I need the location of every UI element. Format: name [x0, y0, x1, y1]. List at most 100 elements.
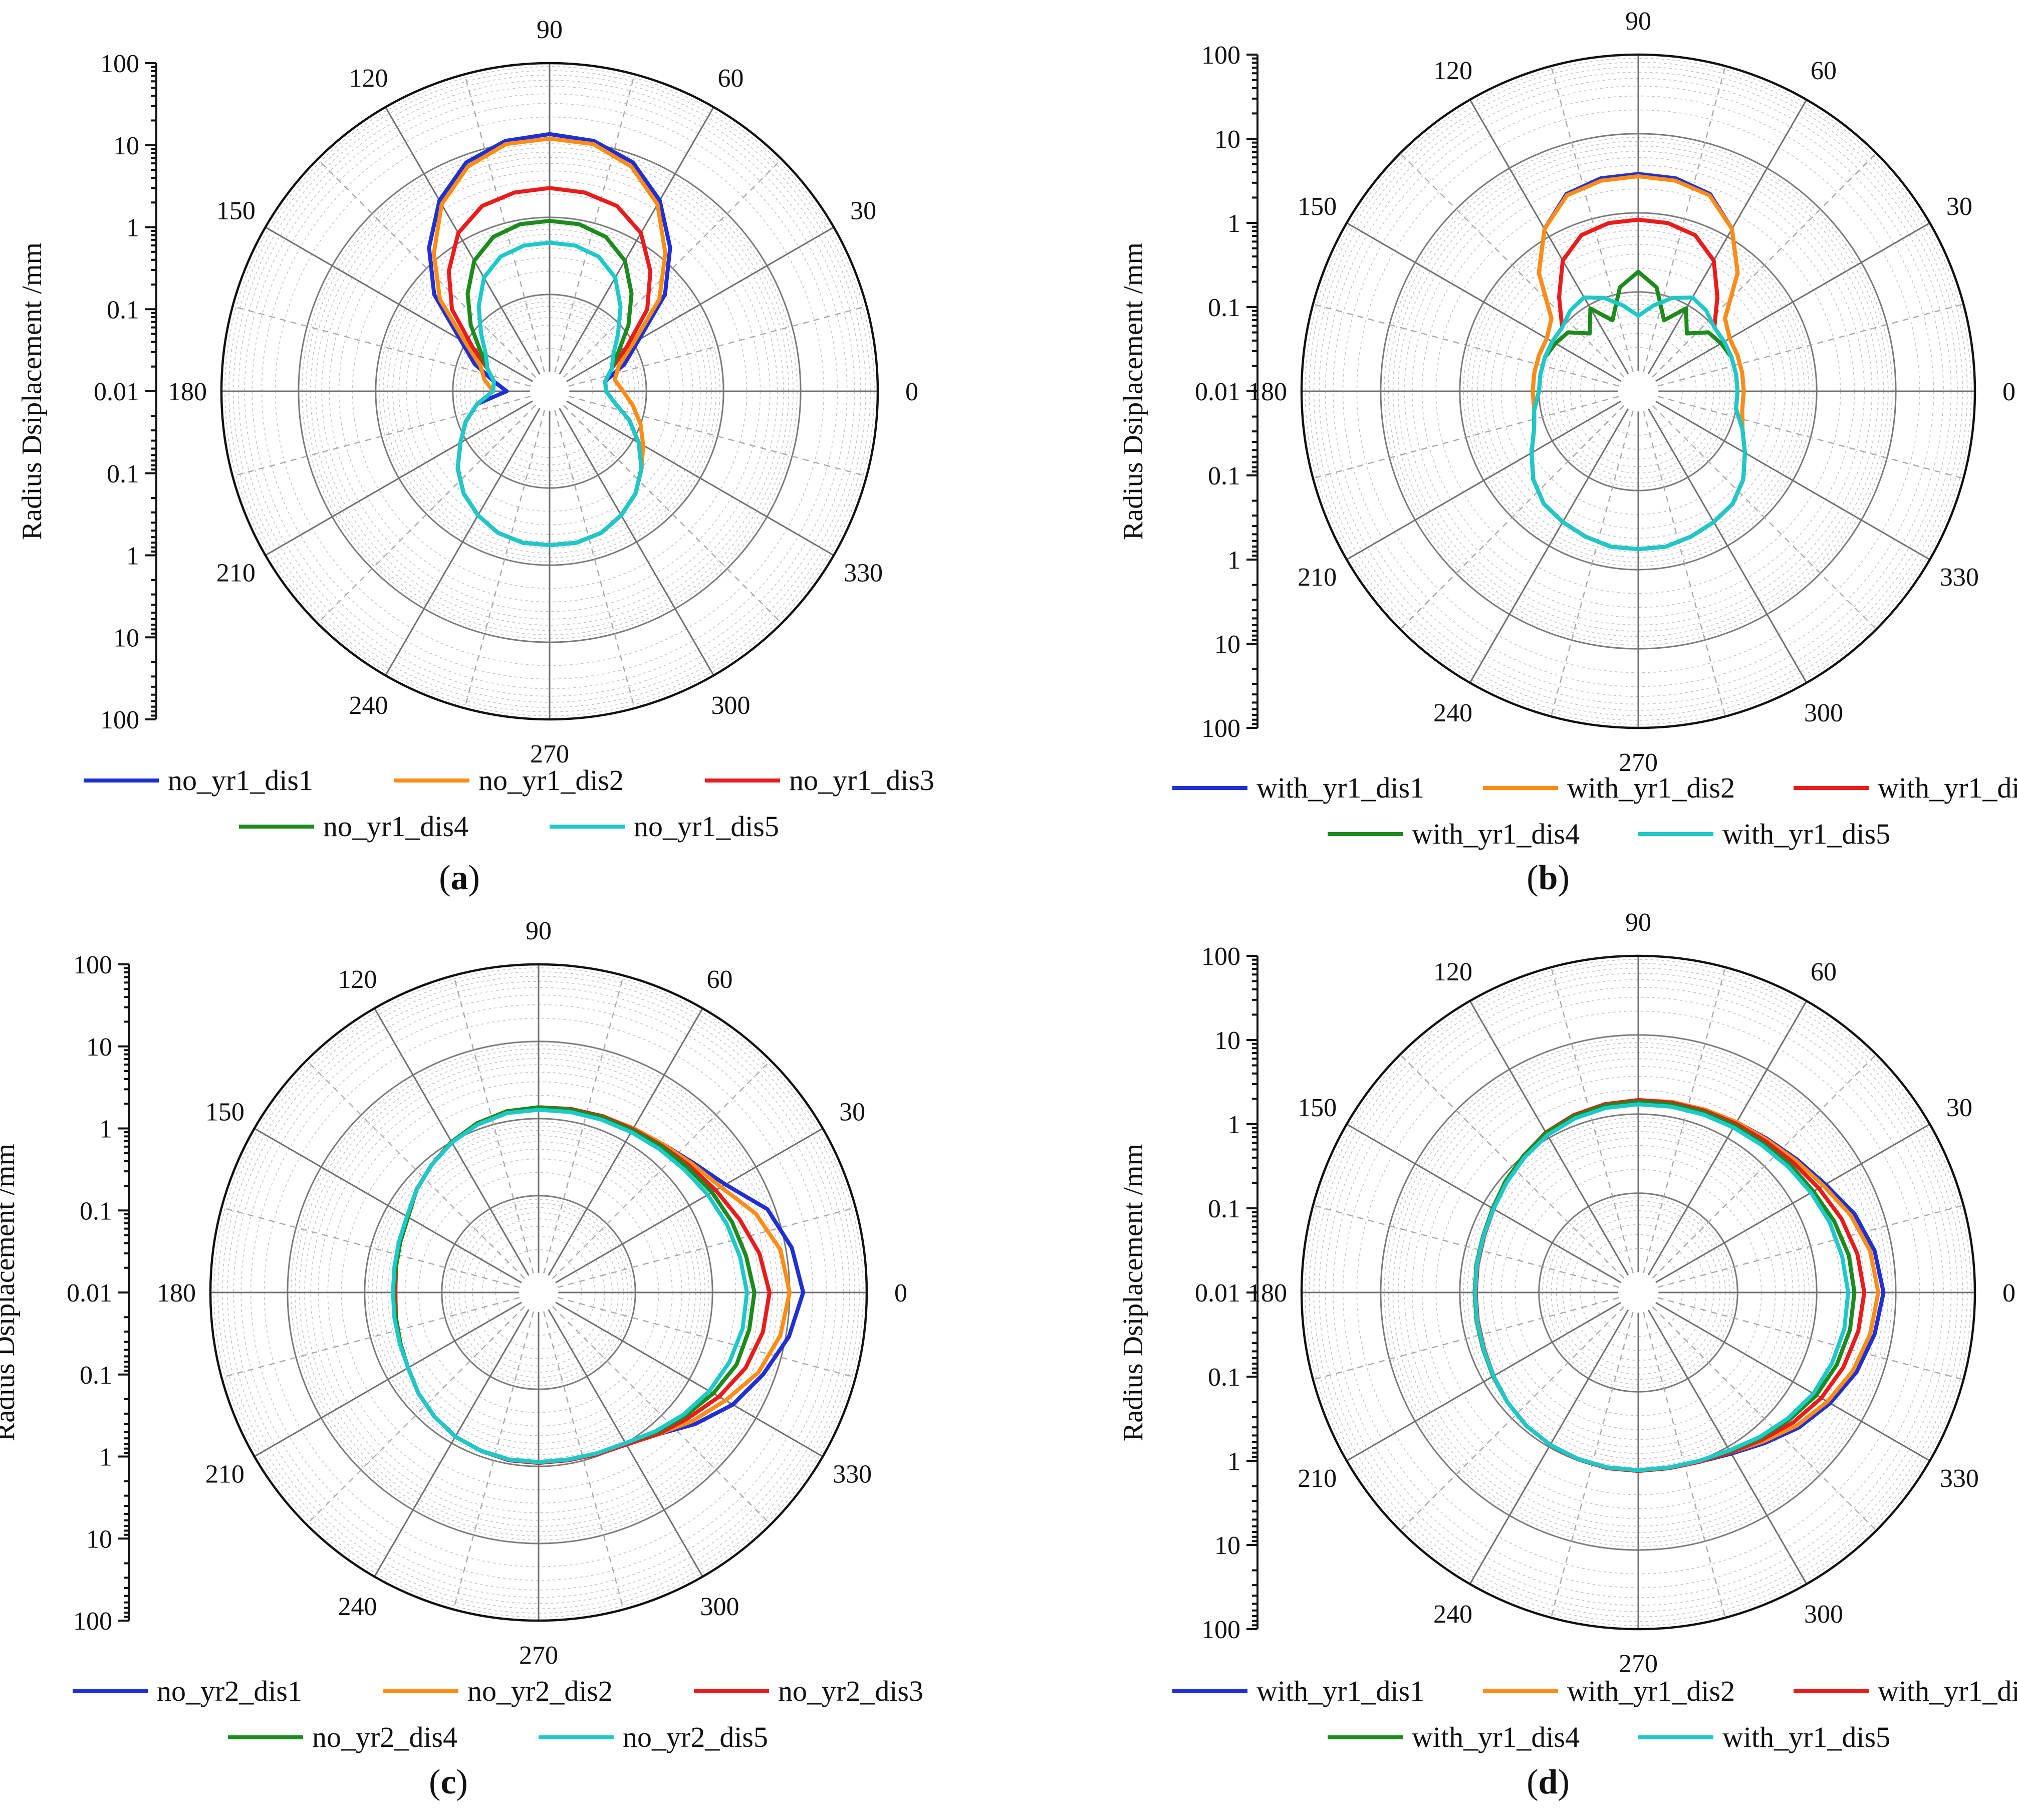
angular-minor-gridline: [306, 1306, 526, 1525]
angle-tick-label: 240: [1433, 1600, 1472, 1629]
legend-label: with_yr1_dis1: [1256, 771, 1424, 804]
angular-gridline: [374, 1309, 530, 1577]
radial-tick-label: 0.1: [107, 296, 139, 324]
angle-tick-label: 210: [1298, 563, 1337, 592]
legend-label: with_yr1_dis3: [1878, 771, 2017, 804]
radial-tick-label: 10: [86, 1033, 112, 1062]
legend-item: no_yr2_dis3: [694, 1675, 923, 1707]
angle-tick-label: 60: [1811, 57, 1837, 85]
legend-item: no_yr2_dis5: [539, 1721, 768, 1753]
angular-gridline: [254, 1302, 522, 1457]
legend-item: no_yr1_dis4: [239, 810, 468, 843]
angle-tick-label: 240: [1433, 699, 1472, 727]
angular-minor-gridline: [1643, 967, 1726, 1273]
series-line-with_yr1_dis5: [1473, 1102, 1850, 1472]
angular-minor-gridline: [1657, 1297, 1964, 1381]
angular-gridline: [1655, 1123, 1930, 1283]
angular-minor-gridline: [232, 396, 531, 477]
angle-tick-label: 330: [1940, 563, 1979, 592]
panel-label: (c): [429, 1763, 468, 1801]
angular-gridline: [555, 1128, 823, 1283]
angular-gridline: [385, 408, 541, 676]
polar-outer-ring: [1300, 53, 1976, 729]
angle-tick-label: 0: [894, 1279, 907, 1308]
radial-tick-label: 1: [1227, 1447, 1240, 1476]
angular-gridline: [1647, 1000, 1808, 1275]
angular-gridline: [1655, 222, 1930, 382]
angle-tick-label: 60: [707, 965, 733, 994]
radial-tick-label: 1: [1227, 546, 1240, 575]
angular-minor-gridline: [1550, 66, 1634, 372]
series-line-no_yr2_dis5: [391, 1108, 749, 1464]
angle-tick-label: 150: [216, 197, 256, 225]
radial-tick-label: 10: [1214, 125, 1240, 154]
angular-minor-gridline: [1399, 405, 1625, 630]
angle-tick-label: 150: [1298, 1094, 1337, 1122]
radial-tick-label: 100: [73, 951, 112, 979]
polar-chart-b: 03060901201501802102402703003301001010.1…: [1118, 7, 2017, 897]
legend-label: no_yr2_dis5: [623, 1721, 768, 1753]
radial-tick-label: 10: [113, 132, 139, 160]
angle-tick-label: 150: [205, 1098, 244, 1127]
angle-tick-label: 270: [530, 740, 569, 768]
angle-tick-label: 0: [2002, 378, 2015, 406]
radial-tick-label: 10: [113, 624, 139, 652]
angular-minor-gridline: [317, 158, 537, 378]
radial-tick-label: 1: [126, 542, 139, 571]
angular-minor-gridline: [232, 306, 531, 387]
radial-tick-label: 10: [1214, 630, 1240, 659]
angular-minor-gridline: [1550, 410, 1634, 717]
angle-tick-label: 330: [833, 1460, 872, 1489]
angular-minor-gridline: [1399, 1054, 1625, 1279]
angle-tick-label: 90: [1625, 908, 1651, 937]
legend-item: with_yr1_dis3: [1794, 771, 2017, 804]
angular-gridline: [1469, 408, 1629, 683]
angular-minor-gridline: [1313, 1297, 1619, 1381]
legend-label: no_yr2_dis4: [312, 1721, 457, 1753]
angular-minor-gridline: [1313, 1204, 1619, 1288]
angle-tick-label: 210: [216, 559, 256, 588]
legend-label: no_yr1_dis2: [478, 764, 624, 797]
legend-item: no_yr1_dis5: [550, 810, 779, 843]
angle-tick-label: 120: [338, 965, 377, 994]
radial-axis: 100 10 1 0.1 0.01 0.1 1 10 100 Radius Dsiplacemen…: [1118, 942, 1258, 1644]
angular-gridline: [1346, 1123, 1621, 1283]
angle-tick-label: 150: [1298, 192, 1337, 221]
angle-tick-label: 90: [526, 917, 552, 945]
radial-tick-label: 0.01: [1195, 1279, 1240, 1308]
y-axis-title: Radius Dsiplacement /mm: [17, 242, 48, 540]
radial-tick-label: 0.1: [1208, 462, 1240, 490]
angle-tick-label: 60: [718, 64, 744, 93]
angular-minor-gridline: [1652, 152, 1877, 378]
y-axis-title: Radius Dsiplacement /mm: [1118, 1144, 1149, 1441]
legend-item: with_yr1_dis4: [1328, 818, 1580, 850]
angle-tick-label: 300: [1804, 699, 1843, 727]
angular-minor-gridline: [1643, 410, 1726, 717]
radial-axis: 100 10 1 0.1 0.01 0.1 1 10 100 Radius Dsiplacemen…: [17, 50, 157, 734]
angle-tick-label: 210: [1298, 1464, 1337, 1493]
angular-minor-gridline: [453, 975, 534, 1274]
angular-minor-gridline: [552, 1060, 772, 1279]
polar-chart-c: 0 30 60 90 120 150 180 210 240 270 300 330 100 10 1 0.1…: [0, 917, 923, 1801]
angle-tick-label: 270: [519, 1641, 558, 1670]
legend-item: with_yr1_dis2: [1483, 771, 1735, 804]
angular-gridline: [1469, 1000, 1629, 1275]
radial-tick-label: 100: [100, 50, 139, 78]
angle-tick-label: 240: [349, 691, 388, 720]
radial-tick-label: 0.1: [1208, 1195, 1240, 1223]
legend-item: with_yr1_dis4: [1328, 1721, 1580, 1753]
angular-gridline: [548, 1008, 703, 1276]
angular-minor-gridline: [557, 1297, 856, 1378]
angular-gridline: [265, 400, 533, 556]
angular-minor-gridline: [557, 1207, 856, 1288]
angular-minor-gridline: [568, 306, 867, 387]
radial-tick-label: 0.01: [67, 1279, 112, 1308]
angle-tick-label: 300: [711, 691, 750, 720]
angle-tick-label: 30: [850, 197, 876, 225]
series-line-no_yr2_dis2: [393, 1105, 792, 1465]
angular-gridline: [265, 226, 533, 382]
radial-tick-label: 0.1: [80, 1361, 112, 1390]
y-axis-title: Radius Dsiplacement /mm: [0, 1144, 21, 1441]
angle-tick-label: 270: [1619, 748, 1658, 777]
